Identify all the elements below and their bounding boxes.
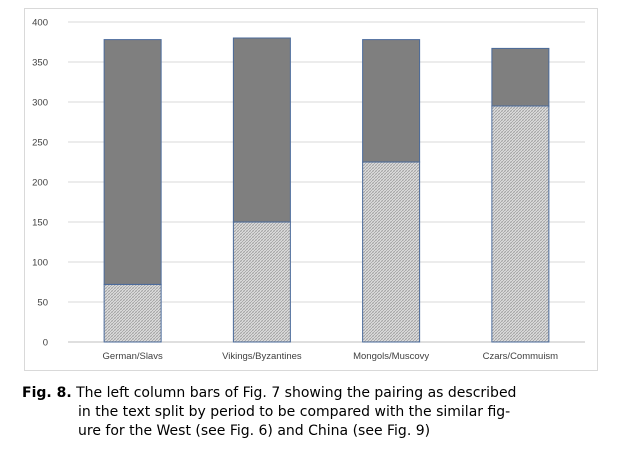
category-label: German/Slavs	[103, 351, 163, 362]
y-tick-label: 400	[32, 18, 48, 29]
y-tick-label: 350	[32, 58, 48, 69]
y-tick-label: 0	[43, 338, 48, 349]
caption-figure-number: Fig. 8.	[22, 385, 72, 401]
bar-segment-upper	[491, 47, 550, 107]
y-tick-label: 150	[32, 218, 48, 229]
category-label: Czars/Commuism	[483, 351, 559, 362]
caption-line-1: The left column bars of Fig. 7 showing t…	[76, 385, 517, 401]
y-tick-label: 250	[32, 138, 48, 149]
bar-segment-upper	[362, 39, 421, 163]
y-tick-label: 100	[32, 258, 48, 269]
y-tick-label: 50	[37, 298, 48, 309]
y-tick-label: 300	[32, 98, 48, 109]
bar-segment-upper	[232, 37, 291, 223]
bar-segment-upper	[103, 39, 162, 285]
bar-segment-lower	[491, 105, 550, 343]
bar-segment-lower	[103, 283, 162, 343]
bar-segment-lower	[362, 161, 421, 343]
bar-segment-lower	[232, 221, 291, 343]
category-label: Mongols/Muscovy	[353, 351, 429, 362]
bar-chart: 0 50 100 150 200 250 300 350 400 German/Slavs Vik…	[32, 18, 585, 362]
figure-caption: Fig. 8. The left column bars of Fig. 7 s…	[22, 384, 607, 441]
caption-line-3: ure for the West (see Fig. 6) and China …	[78, 423, 431, 439]
caption-line-2: in the text split by period to be compar…	[78, 404, 511, 420]
y-tick-label: 200	[32, 178, 48, 189]
category-label: Vikings/Byzantines	[222, 351, 302, 362]
chart-area: 0 50 100 150 200 250 300 350 400 German/Slavs Vik…	[24, 8, 598, 371]
